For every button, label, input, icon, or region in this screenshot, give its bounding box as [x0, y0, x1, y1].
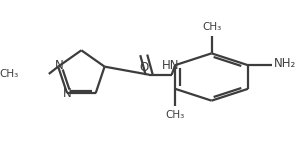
Text: NH₂: NH₂ [274, 57, 296, 70]
Text: O: O [139, 61, 148, 74]
Text: N: N [63, 87, 72, 100]
Text: CH₃: CH₃ [166, 110, 185, 120]
Text: N: N [55, 59, 64, 72]
Text: CH₃: CH₃ [202, 22, 221, 32]
Text: CH₃: CH₃ [0, 69, 19, 79]
Text: HN: HN [162, 59, 179, 72]
